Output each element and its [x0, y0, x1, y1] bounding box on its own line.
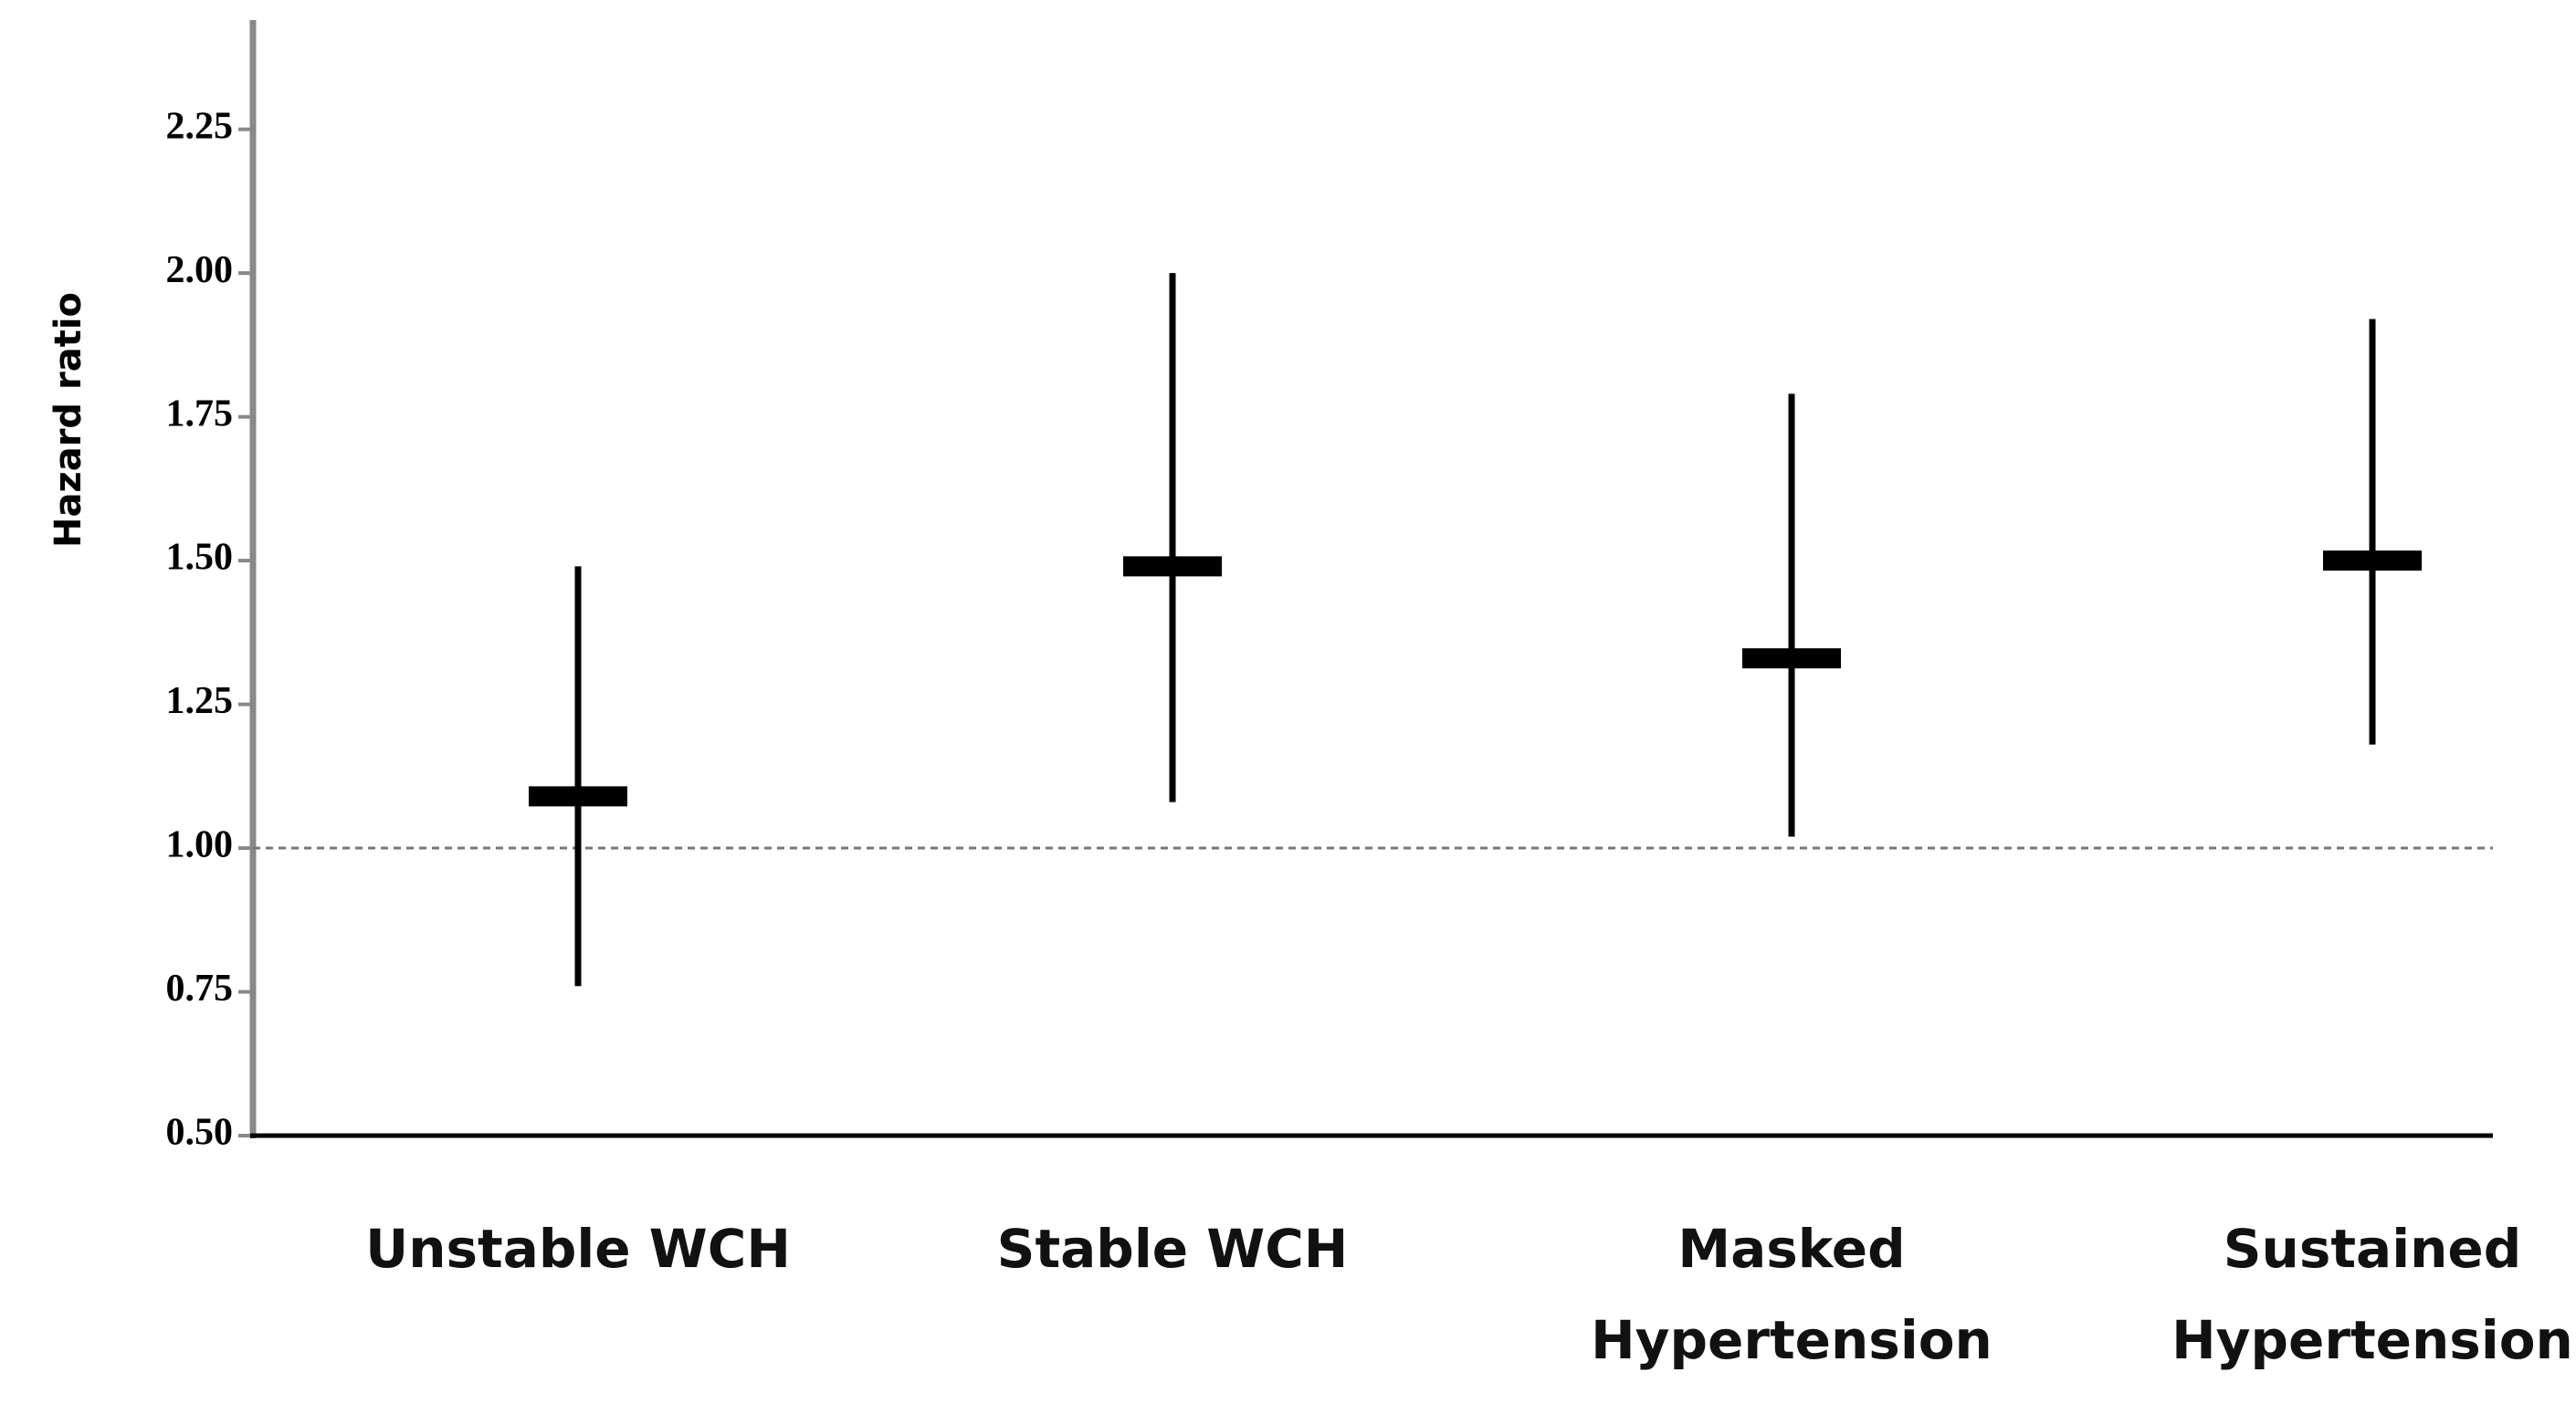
point-estimate: [1742, 648, 1841, 669]
y-tick-label: 0.50: [166, 1112, 234, 1154]
y-tick-label: 1.25: [166, 680, 234, 722]
point-estimate: [2323, 550, 2422, 571]
y-tick-label: 1.00: [166, 824, 234, 866]
x-tick-label: Unstable WCH: [365, 1218, 791, 1280]
y-tick-label: 2.25: [166, 105, 234, 147]
x-tick-label: Masked Hypertension: [1591, 1218, 1992, 1371]
y-tick-label: 2.00: [166, 249, 234, 291]
x-tick-label: Stable WCH: [996, 1218, 1349, 1280]
y-tick-label: 1.75: [166, 393, 234, 435]
point-estimate: [1123, 556, 1222, 577]
y-axis-label: Hazard ratio: [47, 292, 89, 548]
point-estimate: [529, 786, 627, 807]
y-tick-label: 1.50: [166, 537, 234, 579]
y-tick-label: 0.75: [166, 968, 234, 1010]
x-tick-label: Sustained Hypertension: [2171, 1218, 2573, 1371]
